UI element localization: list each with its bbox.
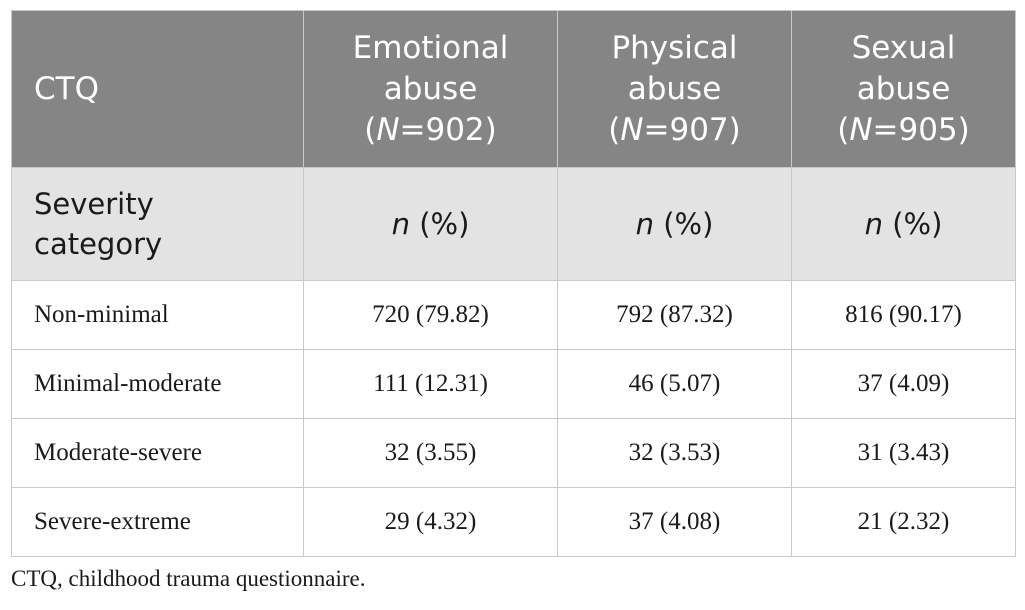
cell-sexual: 816 (90.17)	[791, 280, 1016, 350]
header-emotional-abuse: Emotional abuse (N=902)	[303, 10, 558, 168]
table-row: Non-minimal 720 (79.82) 792 (87.32) 816 …	[11, 280, 1016, 350]
unit-n: n	[391, 207, 410, 241]
unit-n: n	[635, 207, 654, 241]
n-value: =902	[399, 111, 485, 148]
cell-sexual: 31 (3.43)	[791, 418, 1016, 488]
cell-sexual: 21 (2.32)	[791, 487, 1016, 557]
header-sample-size: (N=905)	[837, 111, 970, 148]
header-line1: Sexual	[851, 29, 956, 66]
row-category: Moderate-severe	[11, 418, 304, 488]
n-value: =907	[643, 111, 729, 148]
cell-physical: 37 (4.08)	[557, 487, 792, 557]
cell-emotional: 29 (4.32)	[303, 487, 558, 557]
header-line2: abuse	[383, 70, 478, 107]
cell-physical: 46 (5.07)	[557, 349, 792, 419]
cell-physical: 792 (87.32)	[557, 280, 792, 350]
cell-emotional: 32 (3.55)	[303, 418, 558, 488]
unit-label-physical: n (%)	[557, 167, 792, 281]
unit-pct: (%)	[663, 207, 714, 241]
cell-emotional: 111 (12.31)	[303, 349, 558, 419]
header-sample-size: (N=902)	[364, 111, 497, 148]
cell-emotional: 720 (79.82)	[303, 280, 558, 350]
row-category: Severe-extreme	[11, 487, 304, 557]
row-category: Minimal-moderate	[11, 349, 304, 419]
unit-pct: (%)	[892, 207, 943, 241]
subheader-line2: category	[34, 227, 163, 261]
header-line2: abuse	[856, 70, 951, 107]
severity-category-label: Severity category	[11, 167, 304, 281]
row-category: Non-minimal	[11, 280, 304, 350]
header-sexual-abuse: Sexual abuse (N=905)	[791, 10, 1016, 168]
header-sample-size: (N=907)	[608, 111, 741, 148]
header-line1: Physical	[611, 29, 738, 66]
ctq-severity-table: CTQ Emotional abuse (N=902) Physical abu…	[11, 10, 1016, 557]
n-letter: N	[620, 111, 644, 148]
n-letter: N	[849, 111, 873, 148]
cell-sexual: 37 (4.09)	[791, 349, 1016, 419]
n-letter: N	[376, 111, 400, 148]
header-corner: CTQ	[11, 10, 304, 168]
header-line2: abuse	[627, 70, 722, 107]
unit-n: n	[864, 207, 883, 241]
subheader-line1: Severity	[34, 187, 154, 221]
table-subheader-row: Severity category n (%) n (%) n (%)	[11, 167, 1016, 281]
cell-physical: 32 (3.53)	[557, 418, 792, 488]
unit-label-sexual: n (%)	[791, 167, 1016, 281]
unit-pct: (%)	[419, 207, 470, 241]
header-physical-abuse: Physical abuse (N=907)	[557, 10, 792, 168]
table-footnote: CTQ, childhood trauma questionnaire.	[11, 566, 366, 591]
table-row: Moderate-severe 32 (3.55) 32 (3.53) 31 (…	[11, 418, 1016, 488]
header-line1: Emotional	[352, 29, 509, 66]
table-row: Severe-extreme 29 (4.32) 37 (4.08) 21 (2…	[11, 487, 1016, 557]
unit-label-emotional: n (%)	[303, 167, 558, 281]
table-header-row: CTQ Emotional abuse (N=902) Physical abu…	[11, 10, 1016, 168]
n-value: =905	[872, 111, 958, 148]
table-row: Minimal-moderate 111 (12.31) 46 (5.07) 3…	[11, 349, 1016, 419]
